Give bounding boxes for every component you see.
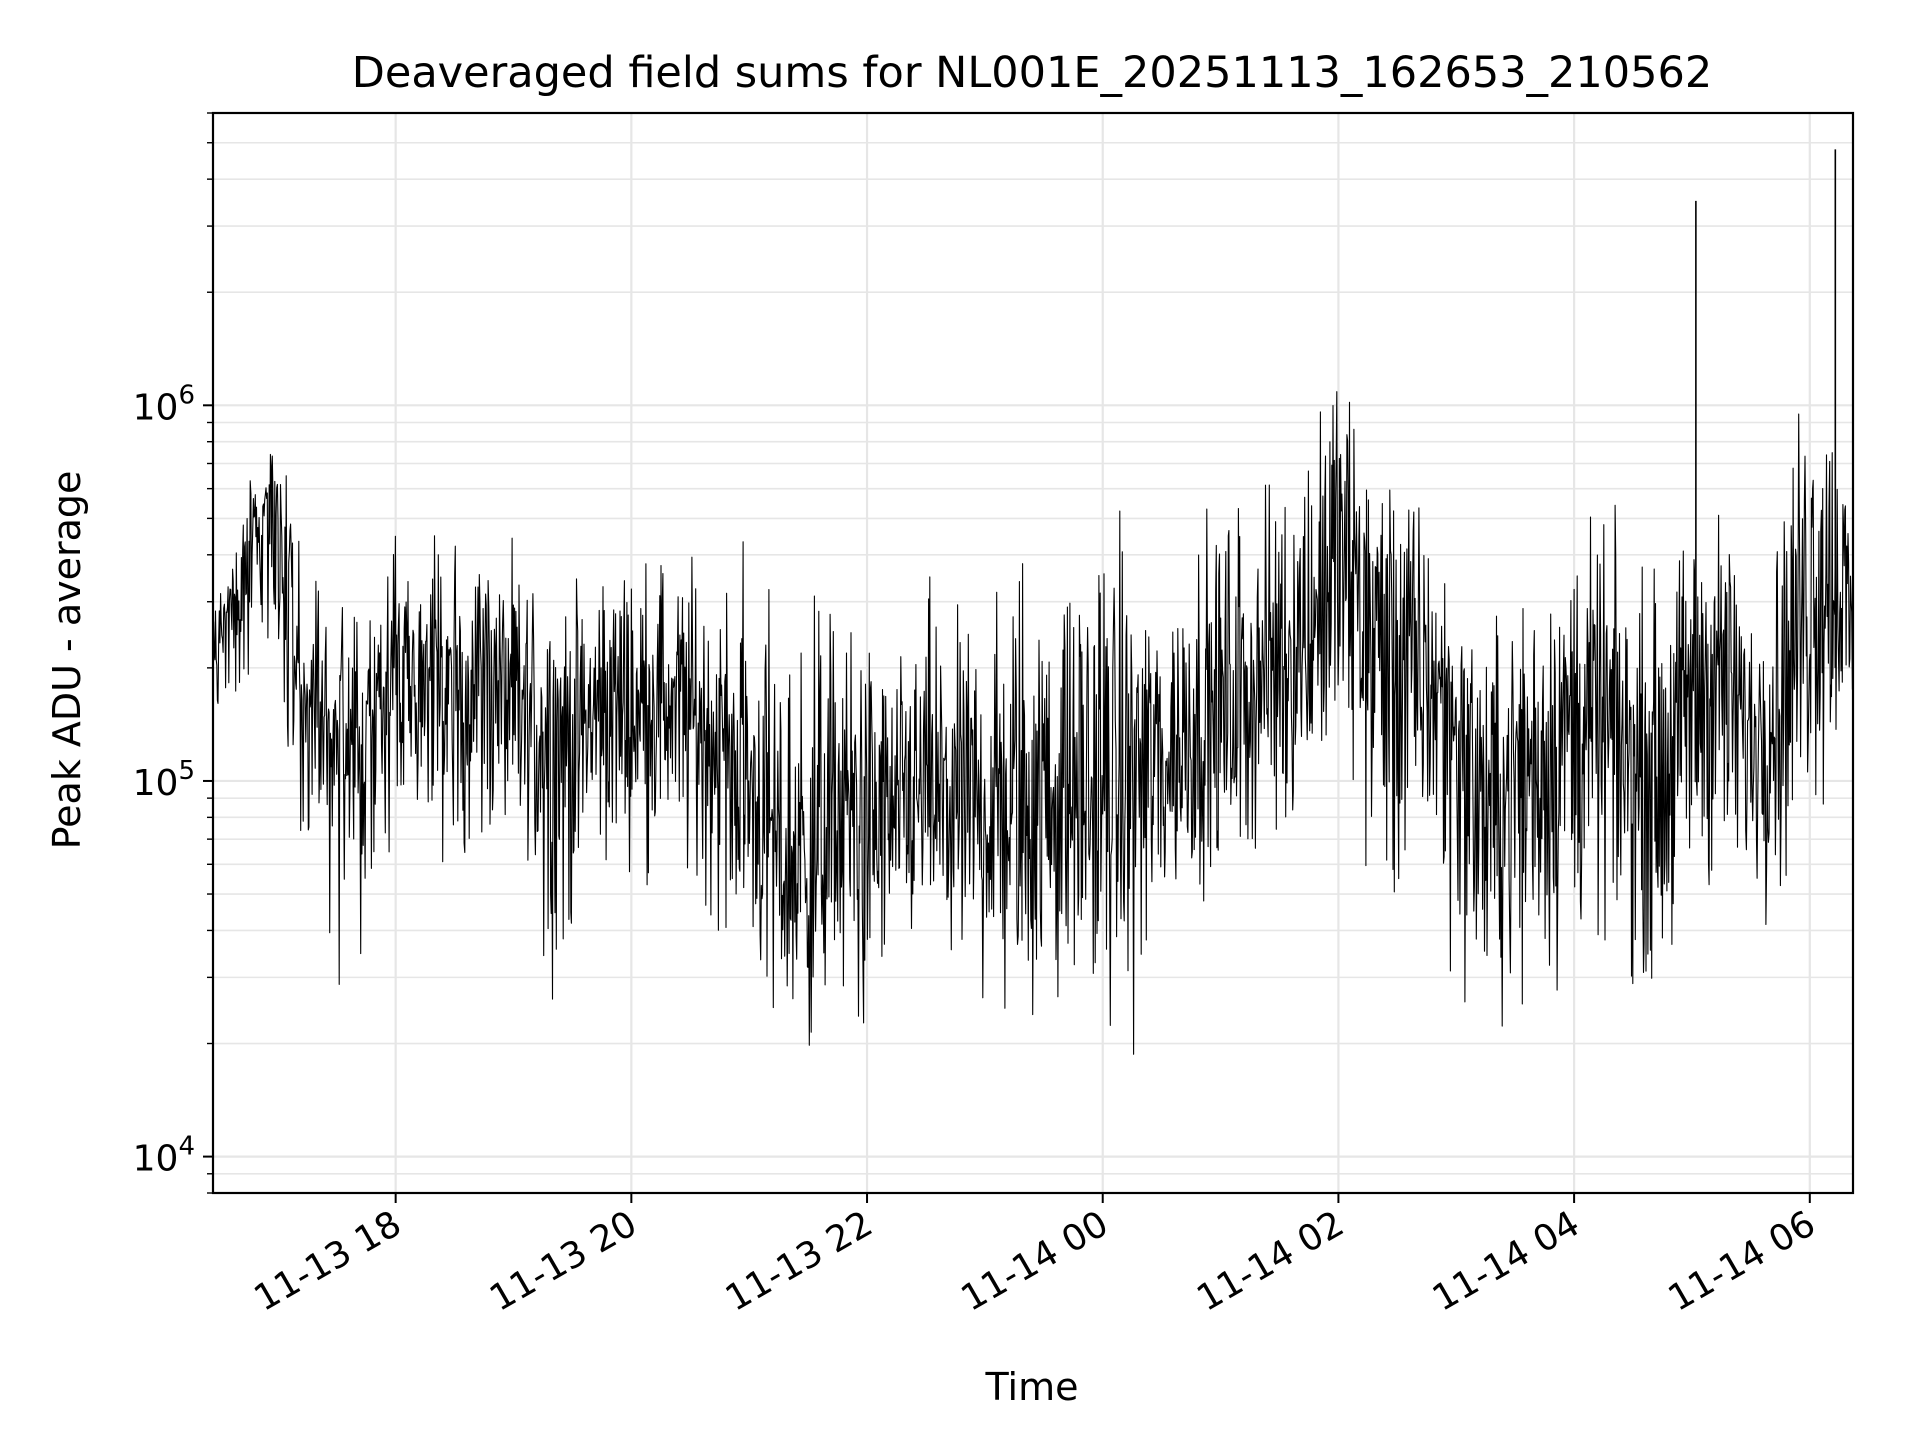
series-line [212,391,1854,1055]
x-axis-label: Time [985,1365,1079,1409]
y-axis-label: Peak ADU - average [45,471,89,850]
chart-title: Deaveraged field sums for NL001E_2025111… [352,48,1712,98]
series-layer [212,149,1854,1055]
y-tick-label: 105 [133,756,195,804]
y-tick-label: 106 [133,380,195,428]
y-tick-label: 104 [133,1132,195,1180]
plot-frame [211,111,1855,1195]
